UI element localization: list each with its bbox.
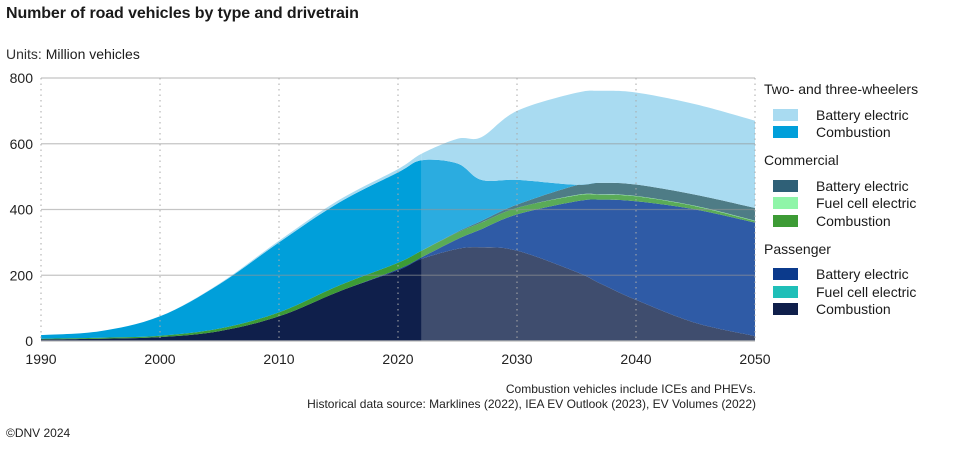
y-tick-label: 200 [10, 267, 34, 283]
legend-item: Combustion [773, 212, 918, 230]
legend-label: Combustion [816, 212, 891, 229]
legend-group-title: Commercial [764, 152, 839, 168]
y-tick-label: 0 [25, 333, 33, 349]
chart-title: Number of road vehicles by type and driv… [6, 5, 359, 22]
legend-item: Fuel cell electric [773, 283, 918, 301]
legend-item: Battery electric [773, 106, 918, 124]
footnote-combustion: Combustion vehicles include ICEs and PHE… [505, 382, 756, 396]
x-tick-label: 2000 [144, 351, 175, 367]
copyright: ©DNV 2024 [6, 426, 71, 440]
area-two-and-three-wheelers-combustion-forecast [421, 159, 755, 251]
units-line: Units: Million vehicles [6, 46, 140, 62]
y-tick-label: 400 [10, 202, 34, 218]
legend-swatch [773, 285, 798, 298]
area-two-and-three-wheelers-combustion-historical [41, 160, 422, 339]
x-tick-label: 2050 [739, 351, 770, 367]
legend-swatch [773, 126, 798, 139]
units-value: Million vehicles [45, 46, 140, 62]
area-passenger-battery-electric-forecast [421, 199, 755, 337]
legend-group-title: Passenger [764, 240, 831, 257]
legend-swatch [773, 108, 798, 121]
legend-group-two-three-wheelers: Two- and three-wheelers Battery electric… [764, 80, 918, 141]
x-tick-label: 2030 [501, 351, 532, 367]
legend-item: Fuel cell electric [773, 195, 918, 213]
x-axis-ticks: 1990 2000 2010 2020 2030 2040 2050 [25, 351, 770, 367]
gridlines [40, 77, 756, 342]
area-two-and-three-wheelers-battery-electric-forecast [421, 90, 755, 208]
legend-item: Combustion [773, 124, 918, 142]
legend-swatch [773, 214, 798, 227]
area-layers [41, 90, 755, 341]
legend-group-title: Two- and three-wheelers [764, 81, 919, 97]
legend-label: Fuel cell electric [816, 283, 917, 300]
legend-label: Battery electric [816, 266, 909, 283]
legend-label: Battery electric [816, 177, 909, 194]
area-commercial-battery-electric-forecast [421, 182, 755, 251]
legend-swatch [773, 179, 798, 192]
legend-label: Combustion [816, 124, 891, 141]
legend-item: Battery electric [773, 177, 918, 195]
legend-swatch [773, 197, 798, 210]
legend-label: Combustion [816, 301, 891, 318]
area-passenger-combustion-historical [41, 258, 422, 341]
x-tick-label: 2020 [382, 351, 413, 367]
legend: Two- and three-wheelers Battery electric… [764, 80, 918, 328]
footnote-sources: Historical data source: Marklines (2022)… [307, 397, 756, 411]
legend-item: Battery electric [773, 266, 918, 284]
y-tick-label: 800 [10, 70, 34, 86]
x-tick-label: 1990 [25, 351, 56, 367]
y-tick-label: 600 [10, 136, 34, 152]
units-label: Units: [6, 46, 42, 62]
legend-swatch [773, 303, 798, 316]
area-commercial-combustion-forecast [421, 194, 755, 258]
legend-label: Fuel cell electric [816, 195, 917, 212]
y-axis-ticks: 0 200 400 600 800 [10, 70, 34, 349]
legend-item: Combustion [773, 301, 918, 319]
legend-label: Battery electric [816, 106, 909, 123]
x-tick-label: 2040 [620, 351, 651, 367]
legend-group-commercial: Commercial Battery electric Fuel cell el… [764, 151, 918, 230]
legend-group-passenger: Passenger Battery electric Fuel cell ele… [764, 240, 918, 319]
x-tick-label: 2010 [263, 351, 294, 367]
area-passenger-combustion-forecast [421, 247, 755, 341]
legend-swatch [773, 268, 798, 281]
